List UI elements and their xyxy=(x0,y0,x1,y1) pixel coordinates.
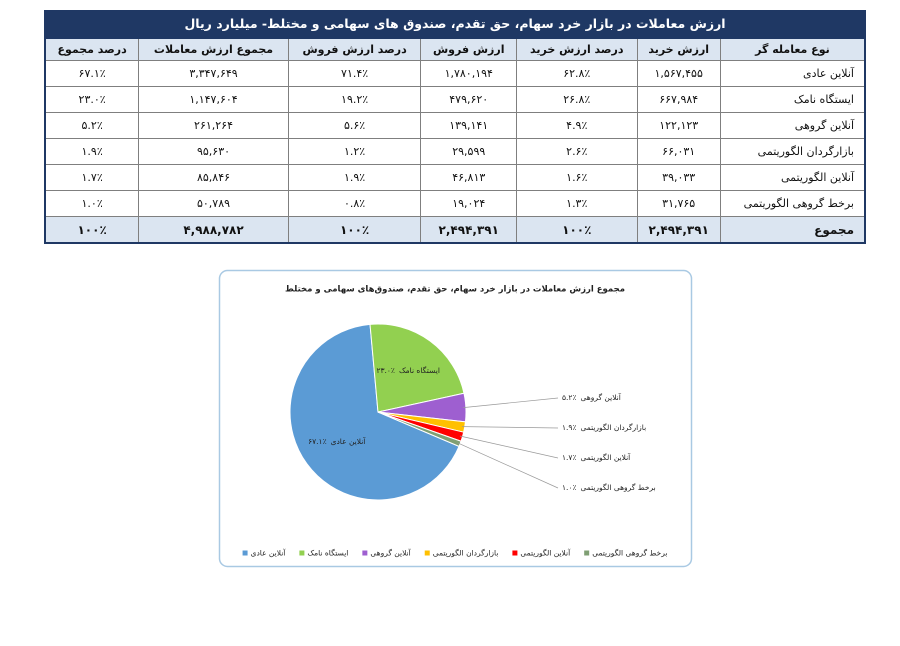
data-label-name: بازارگردان الگوریتمی xyxy=(580,423,646,432)
legend-swatch xyxy=(512,550,518,556)
table-cell: آنلاین عادی xyxy=(719,60,866,87)
table-cell: ۱۰۰٪ xyxy=(287,216,422,244)
table-cell: بازارگردان الگوریتمی xyxy=(719,138,866,165)
table-cell: ۱۹,۰۲۴ xyxy=(420,190,518,217)
table-cell: ۳۹,۰۳۳ xyxy=(636,164,721,191)
table-cell: ۲۳.۰٪ xyxy=(44,86,140,113)
data-label-value: ۱.۰٪ xyxy=(562,483,576,492)
column-header: درصد ارزش خرید xyxy=(516,37,638,61)
column-header: مجموع ارزش معاملات xyxy=(138,37,289,61)
table-row: مجموع ۲,۴۹۴,۳۹۱ ۱۰۰٪ ۲,۴۹۴,۳۹۱ ۱۰۰٪ ۴,۹۸۸,۷۸۲… xyxy=(44,216,866,244)
table-cell: ۱۰۰٪ xyxy=(44,216,140,244)
pie-slice xyxy=(289,323,460,501)
table-cell: ۵۰,۷۸۹ xyxy=(138,190,289,217)
data-label-name: آنلاین الگوریتمی xyxy=(580,452,631,462)
trades-table: ارزش معاملات در بازار خرد سهام، حق تقدم،… xyxy=(44,10,866,244)
data-label-name: ایستگاه نامک xyxy=(399,366,440,375)
table-cell: ۴۶,۸۱۳ xyxy=(420,164,518,191)
data-label-value: ۶۷.۱٪ xyxy=(308,437,327,446)
table-cell: ۱,۷۸۰,۱۹۴ xyxy=(420,60,518,87)
data-label-name: برخط گروهی الگوریتمی xyxy=(580,483,655,492)
table-cell: ۱۰۰٪ xyxy=(516,216,638,244)
column-header: درصد مجموع xyxy=(44,37,140,61)
legend-label: برخط گروهی الگوریتمی xyxy=(592,549,667,558)
table-cell: ۱.۳٪ xyxy=(516,190,638,217)
table-cell: ۵.۶٪ xyxy=(287,112,422,139)
table-body: آنلاین عادی ۱,۵۶۷,۴۵۵ ۶۲.۸٪ ۱,۷۸۰,۱۹۴ ۷۱.۴٪ ۳… xyxy=(44,60,866,244)
table-cell: ۵.۲٪ xyxy=(44,112,140,139)
legend-swatch xyxy=(424,550,430,556)
legend-swatch xyxy=(299,550,305,556)
table-cell: ۶۲.۸٪ xyxy=(516,60,638,87)
pie-slice xyxy=(369,323,465,413)
leader-line xyxy=(457,442,559,489)
data-label-value: ۵.۲٪ xyxy=(562,393,576,402)
legend-label: آنلاین الگوریتمی xyxy=(520,548,571,558)
table-cell: برخط گروهی الگوریتمی xyxy=(719,190,866,217)
table-cell: ۱,۵۶۷,۴۵۵ xyxy=(636,60,721,87)
legend-swatch xyxy=(362,550,368,556)
legend-label: آنلاین گروهی xyxy=(370,548,411,558)
data-label-name: آنلاین گروهی xyxy=(580,392,621,402)
header-row: نوع معامله گر ارزش خرید درصد ارزش خرید ارزش… xyxy=(44,37,866,61)
table-cell: ۱.۰٪ xyxy=(44,190,140,217)
table-cell: مجموع xyxy=(719,216,866,244)
data-label-name: آنلاین عادی xyxy=(331,436,367,446)
table-cell: آنلاین گروهی xyxy=(719,112,866,139)
table-cell: ۳۱,۷۶۵ xyxy=(636,190,721,217)
chart-title: مجموع ارزش معاملات در بازار خرد سهام، حق… xyxy=(285,285,625,295)
table-row: برخط گروهی الگوریتمی ۳۱,۷۶۵ ۱.۳٪ ۱۹,۰۲۴ ۰.۸٪… xyxy=(44,190,866,217)
table-cell: ۴,۹۸۸,۷۸۲ xyxy=(138,216,289,244)
table-cell: ۹۵,۶۳۰ xyxy=(138,138,289,165)
table-row: ایستگاه نامک ۶۶۷,۹۸۴ ۲۶.۸٪ ۴۷۹,۶۲۰ ۱۹.۲٪ ۱,۱۴… xyxy=(44,86,866,113)
data-label-value: ۲۳.۰٪ xyxy=(376,366,395,375)
table-cell: ۲۶۱,۲۶۴ xyxy=(138,112,289,139)
table-cell: ایستگاه نامک xyxy=(719,86,866,113)
legend-swatch xyxy=(584,550,590,556)
table-title: ارزش معاملات در بازار خرد سهام، حق تقدم،… xyxy=(44,10,866,37)
column-header: نوع معامله گر xyxy=(719,37,866,61)
table-row: آنلاین عادی ۱,۵۶۷,۴۵۵ ۶۲.۸٪ ۱,۷۸۰,۱۹۴ ۷۱.۴٪ ۳… xyxy=(44,60,866,87)
legend-label: ایستگاه نامک xyxy=(307,549,348,558)
table-cell: ۷۱.۴٪ xyxy=(287,60,422,87)
legend-swatch xyxy=(242,550,248,556)
column-header: درصد ارزش فروش xyxy=(287,37,422,61)
leader-line xyxy=(459,435,559,459)
table-cell: ۲,۴۹۴,۳۹۱ xyxy=(420,216,518,244)
leader-line xyxy=(463,397,559,408)
table-cell: ۱۹.۲٪ xyxy=(287,86,422,113)
legend-label: بازارگردان الگوریتمی xyxy=(433,549,499,558)
table-cell: ۱,۱۴۷,۶۰۴ xyxy=(138,86,289,113)
column-header: ارزش خرید xyxy=(636,37,721,61)
table-cell: ۶۷.۱٪ xyxy=(44,60,140,87)
leader-line xyxy=(462,426,559,429)
table-cell: ۱.۷٪ xyxy=(44,164,140,191)
legend-label: آنلاین عادی xyxy=(251,548,287,558)
table-cell: ۲۹,۵۹۹ xyxy=(420,138,518,165)
table-cell: ۰.۸٪ xyxy=(287,190,422,217)
data-label-value: ۱.۷٪ xyxy=(562,453,576,462)
data-label-value: ۱.۹٪ xyxy=(562,423,576,432)
table-cell: ۳,۳۴۷,۶۴۹ xyxy=(138,60,289,87)
table-row: بازارگردان الگوریتمی ۶۶,۰۳۱ ۲.۶٪ ۲۹,۵۹۹ ۱.۲٪… xyxy=(44,138,866,165)
table-cell: ۲,۴۹۴,۳۹۱ xyxy=(636,216,721,244)
